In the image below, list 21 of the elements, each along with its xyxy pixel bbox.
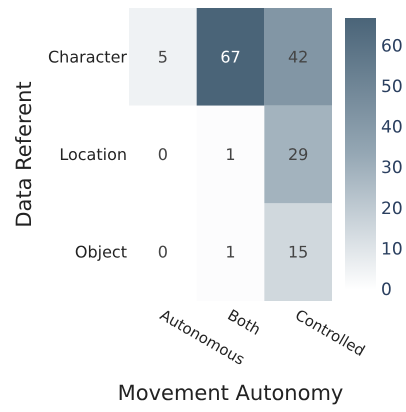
data-label: 0 [158,145,168,164]
data-label: 1 [225,145,236,164]
y-tick-label: Location [59,145,127,164]
y-tick-label: Object [74,242,127,262]
data-label: 67 [220,47,241,66]
x-axis-title: Movement Autonomy [118,381,344,405]
color-bar-label: 40 [381,118,403,138]
y-tick-label: Character [48,47,128,66]
y-axis-title: Data Referent [12,81,36,228]
data-label: 15 [288,242,308,262]
data-label: 1 [225,242,236,262]
color-bar-label: 60 [381,36,403,56]
color-bar-label: 10 [381,239,403,260]
color-bar-label: 30 [381,158,403,178]
color-bar-label: 20 [381,198,403,219]
data-label: 5 [158,47,168,66]
data-label: 0 [158,242,168,262]
color-bar-label: 0 [381,280,392,300]
data-label: 29 [288,145,308,164]
color-bar-label: 50 [381,77,403,98]
data-label: 42 [288,47,308,66]
